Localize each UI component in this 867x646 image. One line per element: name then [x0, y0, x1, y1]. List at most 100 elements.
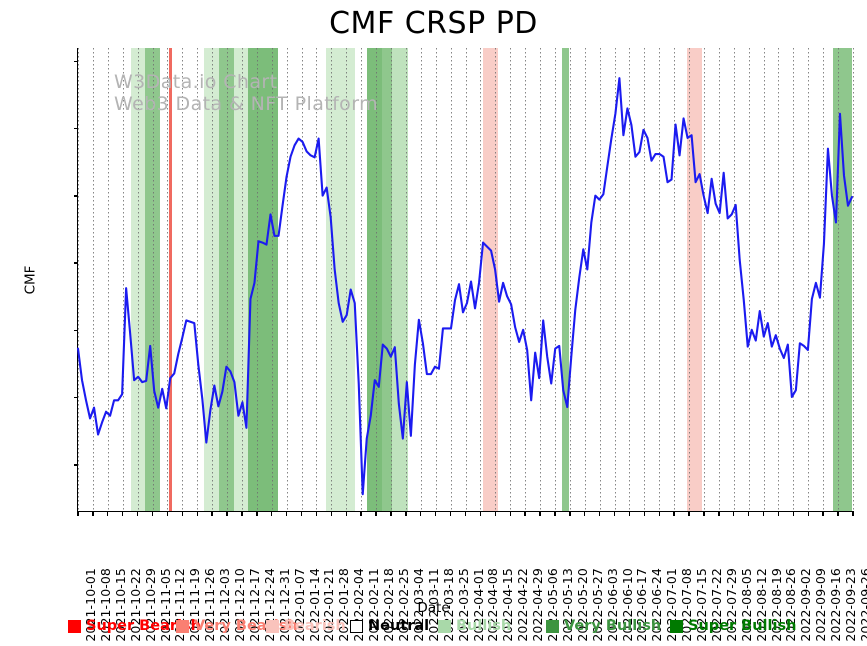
x-tick-mark	[792, 511, 795, 516]
x-axis-label: Date	[417, 600, 450, 616]
gridline	[346, 48, 348, 511]
gridline	[510, 48, 512, 511]
x-tick-mark	[777, 511, 780, 516]
legend-swatch-icon	[68, 619, 81, 633]
condition-band	[561, 48, 570, 511]
legend-item[interactable]: Neutral	[350, 618, 429, 634]
x-tick-mark	[643, 511, 646, 516]
gridline	[256, 48, 258, 511]
gridline	[465, 48, 467, 511]
gridline	[748, 48, 750, 511]
x-tick-mark	[285, 511, 288, 516]
x-tick-mark	[673, 511, 675, 516]
x-tick-mark	[837, 511, 839, 516]
condition-band	[218, 48, 234, 511]
x-tick-mark	[539, 511, 541, 516]
x-tick-mark	[688, 511, 690, 516]
gridlines	[78, 48, 854, 511]
x-tick-mark	[151, 511, 154, 516]
x-tick-mark	[390, 511, 392, 516]
legend-swatch-icon	[266, 619, 279, 633]
condition-band	[168, 48, 173, 511]
gridline	[853, 48, 854, 511]
gridline	[838, 48, 840, 511]
condition-band	[687, 48, 702, 511]
gridline	[540, 48, 542, 511]
legend-label: Bullish	[456, 618, 512, 634]
x-tick-mark	[598, 511, 601, 516]
legend-swatch-icon	[350, 619, 363, 633]
x-tick-mark	[360, 511, 362, 516]
legend-label: Super Bearish	[86, 618, 201, 634]
gridline	[316, 48, 318, 511]
gridline	[808, 48, 810, 511]
legend-item[interactable]: Super Bearish	[68, 618, 201, 634]
x-tick-mark	[554, 511, 556, 516]
gridline	[763, 48, 765, 511]
gridline	[271, 48, 273, 511]
condition-bands	[78, 48, 852, 511]
gridline	[182, 48, 184, 511]
gridline	[629, 48, 631, 511]
legend-item[interactable]: Super Bullish	[670, 618, 796, 634]
legend-item[interactable]: Very Bullish	[546, 618, 661, 634]
gridline	[376, 48, 378, 511]
gridline	[212, 48, 214, 511]
x-tick-mark	[718, 511, 720, 516]
y-tick-mark	[73, 127, 78, 130]
legend-item[interactable]: Bullish	[438, 618, 511, 634]
y-tick-mark	[73, 262, 78, 264]
gridline	[778, 48, 780, 511]
x-tick-mark	[628, 511, 631, 516]
gridline	[793, 48, 795, 511]
gridline	[718, 48, 720, 511]
x-tick-mark	[524, 511, 526, 516]
gridline	[137, 48, 139, 511]
condition-band	[248, 48, 278, 511]
gridline	[241, 48, 243, 511]
gridline	[107, 48, 109, 511]
x-tick-mark	[345, 511, 347, 516]
gridline	[122, 48, 124, 511]
condition-band	[482, 48, 498, 511]
legend-item[interactable]: Bearish	[266, 618, 346, 634]
y-tick-mark	[73, 329, 78, 332]
gridline	[435, 48, 437, 511]
x-tick-mark	[479, 511, 482, 516]
gridline	[92, 48, 94, 511]
gridline	[644, 48, 646, 511]
x-tick-mark	[136, 511, 139, 516]
legend-swatch-icon	[176, 619, 189, 633]
x-tick-mark	[77, 511, 79, 516]
x-tick-mark	[181, 511, 184, 516]
gridline	[152, 48, 154, 511]
x-tick-mark	[256, 511, 258, 516]
cmf-line-series	[78, 48, 852, 511]
gridline	[197, 48, 199, 511]
x-tick-mark	[569, 511, 571, 516]
x-tick-mark	[762, 511, 765, 516]
x-tick-mark	[375, 511, 377, 516]
gridline	[405, 48, 407, 511]
x-tick-mark	[658, 511, 660, 516]
condition-band	[382, 48, 393, 511]
gridline	[703, 48, 705, 511]
legend-swatch-icon	[438, 619, 451, 633]
x-tick-mark	[420, 511, 422, 516]
gridline	[331, 48, 333, 511]
x-tick-mark	[405, 511, 407, 516]
gridline	[420, 48, 422, 511]
gridline	[823, 48, 825, 511]
plot-area[interactable]: W3Data.io Chart Web3 Data & NFT Platform…	[22, 48, 867, 642]
gridline	[689, 48, 691, 511]
x-tick-mark	[107, 511, 109, 516]
legend-label: Bearish	[284, 618, 346, 634]
x-tick-mark	[241, 511, 243, 516]
gridline	[599, 48, 601, 511]
x-tick-mark	[494, 511, 496, 516]
y-tick-mark	[73, 396, 78, 399]
y-axis-label: CMF	[22, 265, 39, 294]
x-tick-mark	[166, 511, 169, 516]
gridline	[525, 48, 527, 511]
x-tick-mark	[434, 511, 437, 516]
